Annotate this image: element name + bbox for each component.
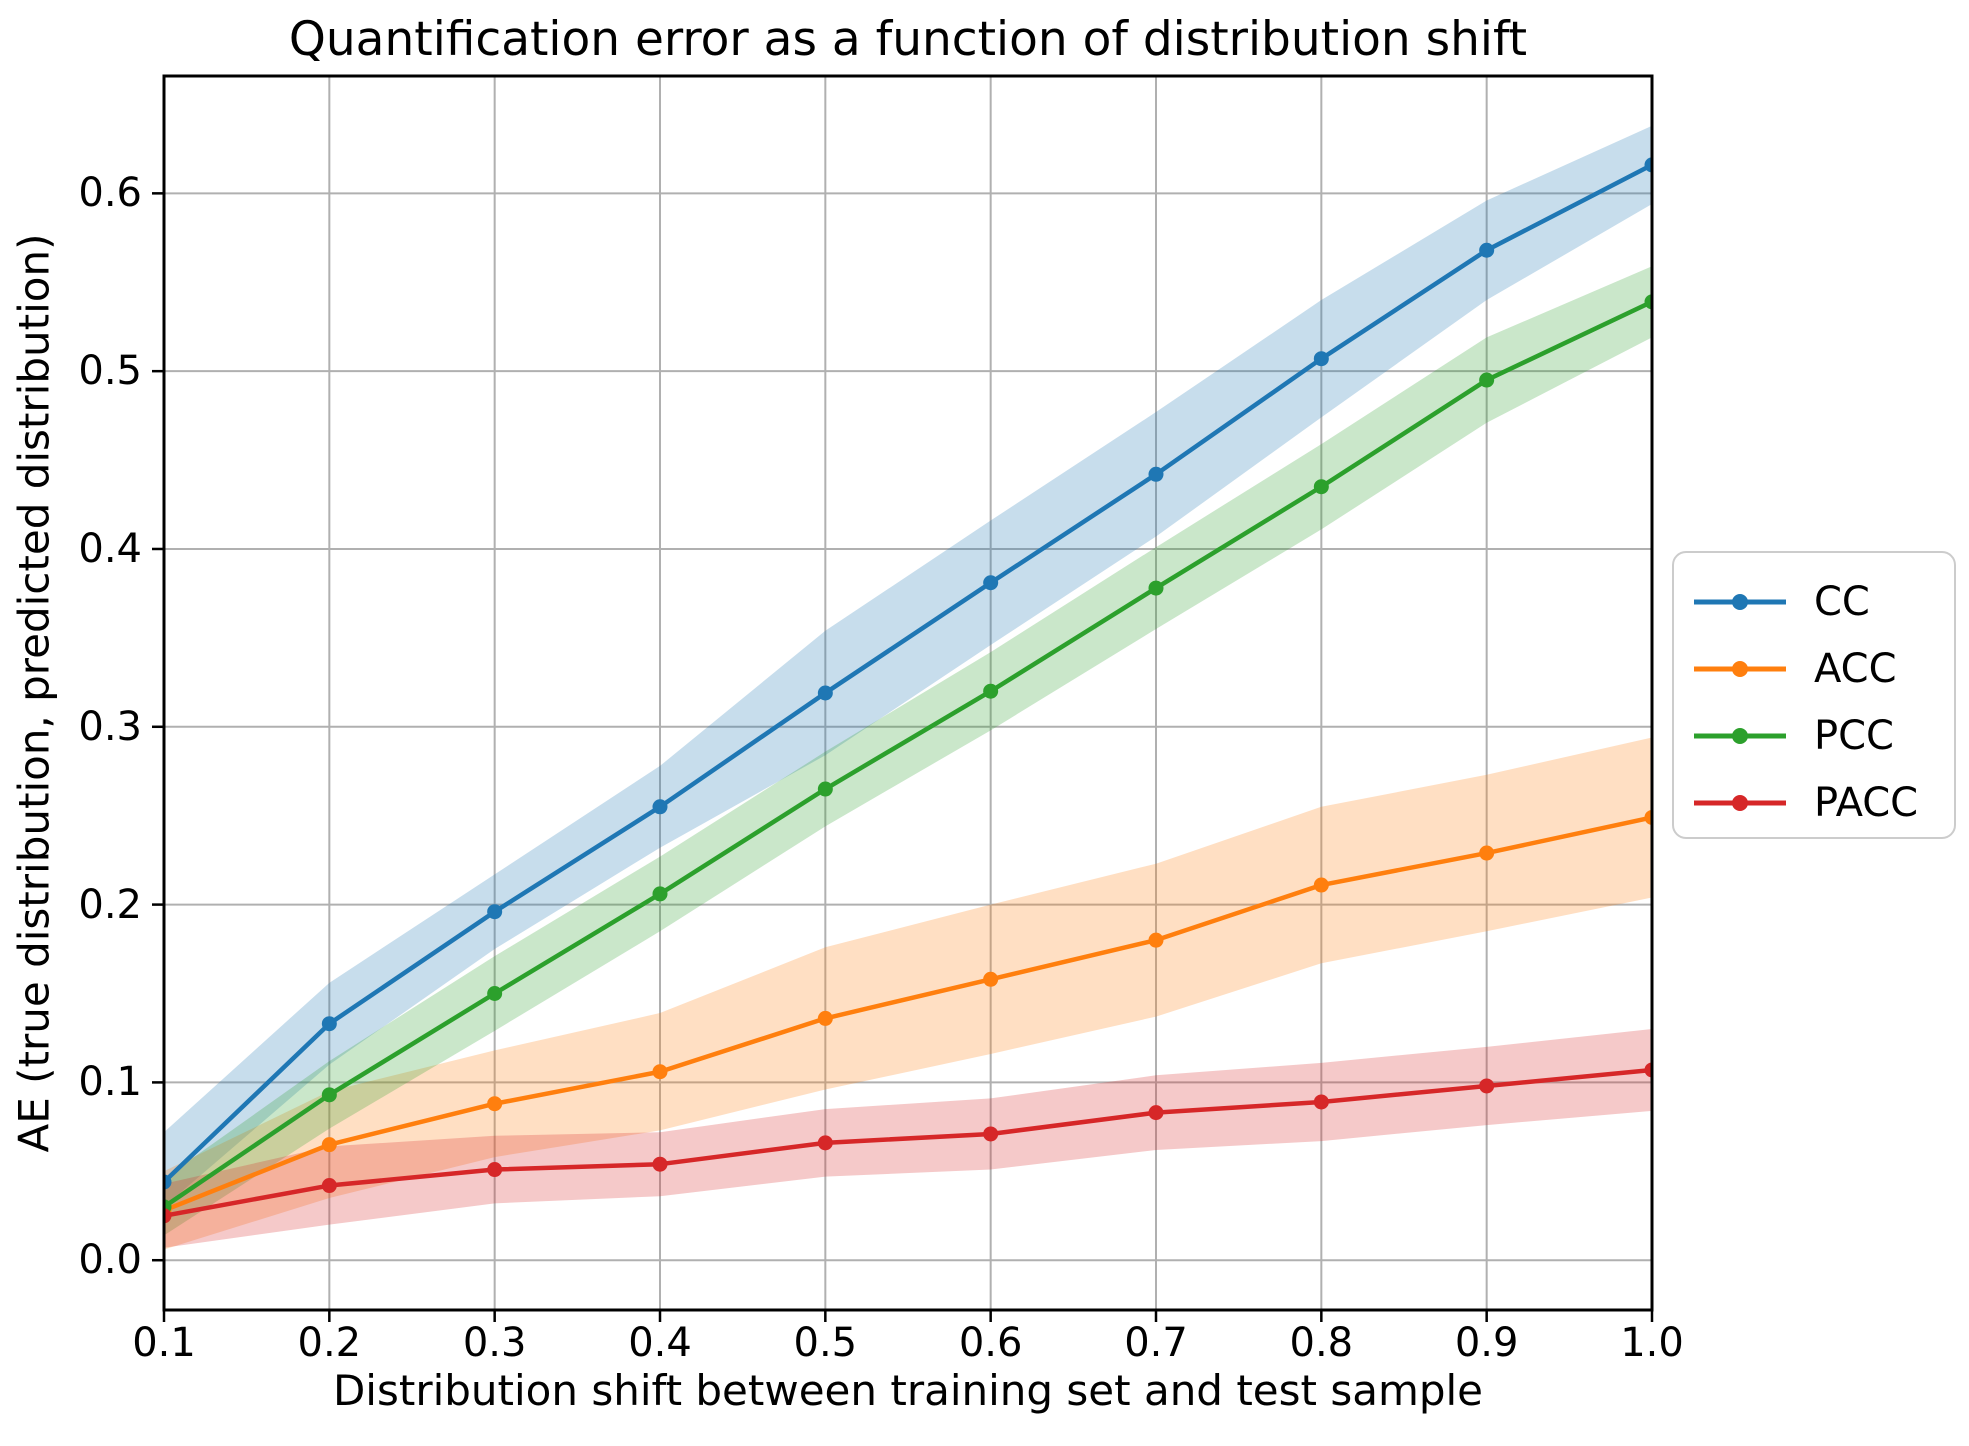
x-tick-label-1.0: 1.0 xyxy=(1620,1320,1684,1366)
x-tick-label-0.8: 0.8 xyxy=(1289,1320,1354,1366)
marker-pacc xyxy=(1148,1105,1164,1121)
y-tick-label-0.2: 0.2 xyxy=(78,881,142,928)
marker-cc xyxy=(1479,242,1495,258)
marker-acc xyxy=(1313,877,1329,893)
line-pacc xyxy=(164,1067,1652,1219)
legend-entry-pcc: PCC xyxy=(1692,705,1954,767)
legend: CC ACC PCC PACC xyxy=(1672,551,1956,839)
y-tick-label-0.1: 0.1 xyxy=(78,1059,142,1106)
chart-title: Quantification error as a function of di… xyxy=(288,12,1528,67)
marker-pcc xyxy=(652,886,668,902)
band-pcc xyxy=(164,266,1652,1236)
marker-cc xyxy=(983,575,999,591)
marker-pcc xyxy=(1313,479,1329,495)
band-cc xyxy=(164,125,1652,1207)
marker-pcc xyxy=(1479,372,1495,388)
marker-pacc xyxy=(652,1156,668,1172)
plot-area xyxy=(164,125,1652,1250)
marker-cc xyxy=(817,685,833,701)
legend-label-cc: CC xyxy=(1814,579,1870,625)
marker-acc xyxy=(1479,845,1495,861)
marker-cc xyxy=(652,799,668,815)
legend-label-acc: ACC xyxy=(1814,646,1897,692)
marker-pcc xyxy=(1148,580,1164,596)
x-axis-label: Distribution shift between training set … xyxy=(332,1366,1484,1415)
x-tick-label-0.1: 0.1 xyxy=(132,1320,196,1366)
legend-line-sample-pcc xyxy=(1694,728,1786,744)
marker-acc xyxy=(1148,932,1164,948)
marker-pcc xyxy=(983,683,999,699)
marker-pacc xyxy=(487,1162,503,1178)
marker-acc xyxy=(817,1010,833,1026)
marker-cc xyxy=(1313,351,1329,367)
x-tick-label-0.7: 0.7 xyxy=(1124,1320,1188,1366)
marker-pacc xyxy=(321,1178,337,1194)
marker-acc xyxy=(652,1064,668,1080)
marker-cc xyxy=(164,1174,172,1190)
legend-entry-cc: CC xyxy=(1692,571,1954,633)
marker-pacc xyxy=(1644,1062,1652,1078)
marker-acc xyxy=(321,1137,337,1153)
marker-cc xyxy=(1148,466,1164,482)
legend-line-sample-pacc xyxy=(1694,795,1786,811)
marker-pcc xyxy=(487,985,503,1001)
marker-pacc xyxy=(983,1126,999,1142)
tick-marks xyxy=(152,192,1654,1322)
axes-spines xyxy=(162,74,1654,1312)
y-tick-label-0.0: 0.0 xyxy=(78,1237,142,1284)
marker-pacc xyxy=(164,1208,172,1224)
y-tick-label-0.4: 0.4 xyxy=(78,525,142,572)
y-tick-label-0.6: 0.6 xyxy=(78,170,142,217)
x-tick-label-0.2: 0.2 xyxy=(297,1320,362,1366)
x-tick-label-0.3: 0.3 xyxy=(462,1320,527,1366)
marker-acc xyxy=(487,1096,503,1112)
marker-pacc xyxy=(1479,1078,1495,1094)
x-tick-label-0.5: 0.5 xyxy=(793,1320,858,1366)
marker-pcc xyxy=(817,781,833,797)
y-axis-label: AE (true distribution, predicted distrib… xyxy=(9,233,59,1153)
legend-line-sample-cc xyxy=(1694,594,1786,610)
marker-acc xyxy=(983,971,999,987)
x-tick-label-0.9: 0.9 xyxy=(1454,1320,1519,1366)
legend-label-pcc: PCC xyxy=(1814,713,1894,759)
marker-pcc xyxy=(321,1087,337,1103)
line-acc xyxy=(164,815,1652,1213)
marker-cc xyxy=(1644,157,1652,173)
y-tick-label-0.5: 0.5 xyxy=(78,348,142,395)
marker-acc xyxy=(1644,809,1652,825)
x-tick-label-0.6: 0.6 xyxy=(958,1320,1023,1366)
marker-pacc xyxy=(817,1135,833,1151)
legend-entry-pacc: PACC xyxy=(1692,772,1954,834)
y-tick-label-0.3: 0.3 xyxy=(78,703,142,750)
line-pcc xyxy=(164,299,1652,1210)
marker-pacc xyxy=(1313,1094,1329,1110)
x-tick-label-0.4: 0.4 xyxy=(628,1320,692,1366)
legend-line-sample-acc xyxy=(1694,661,1786,677)
line-cc xyxy=(164,162,1652,1185)
legend-entry-acc: ACC xyxy=(1692,638,1954,700)
band-acc xyxy=(164,737,1652,1250)
legend-label-pacc: PACC xyxy=(1814,780,1919,826)
marker-cc xyxy=(487,904,503,920)
marker-pcc xyxy=(1644,294,1652,310)
marker-cc xyxy=(321,1016,337,1032)
